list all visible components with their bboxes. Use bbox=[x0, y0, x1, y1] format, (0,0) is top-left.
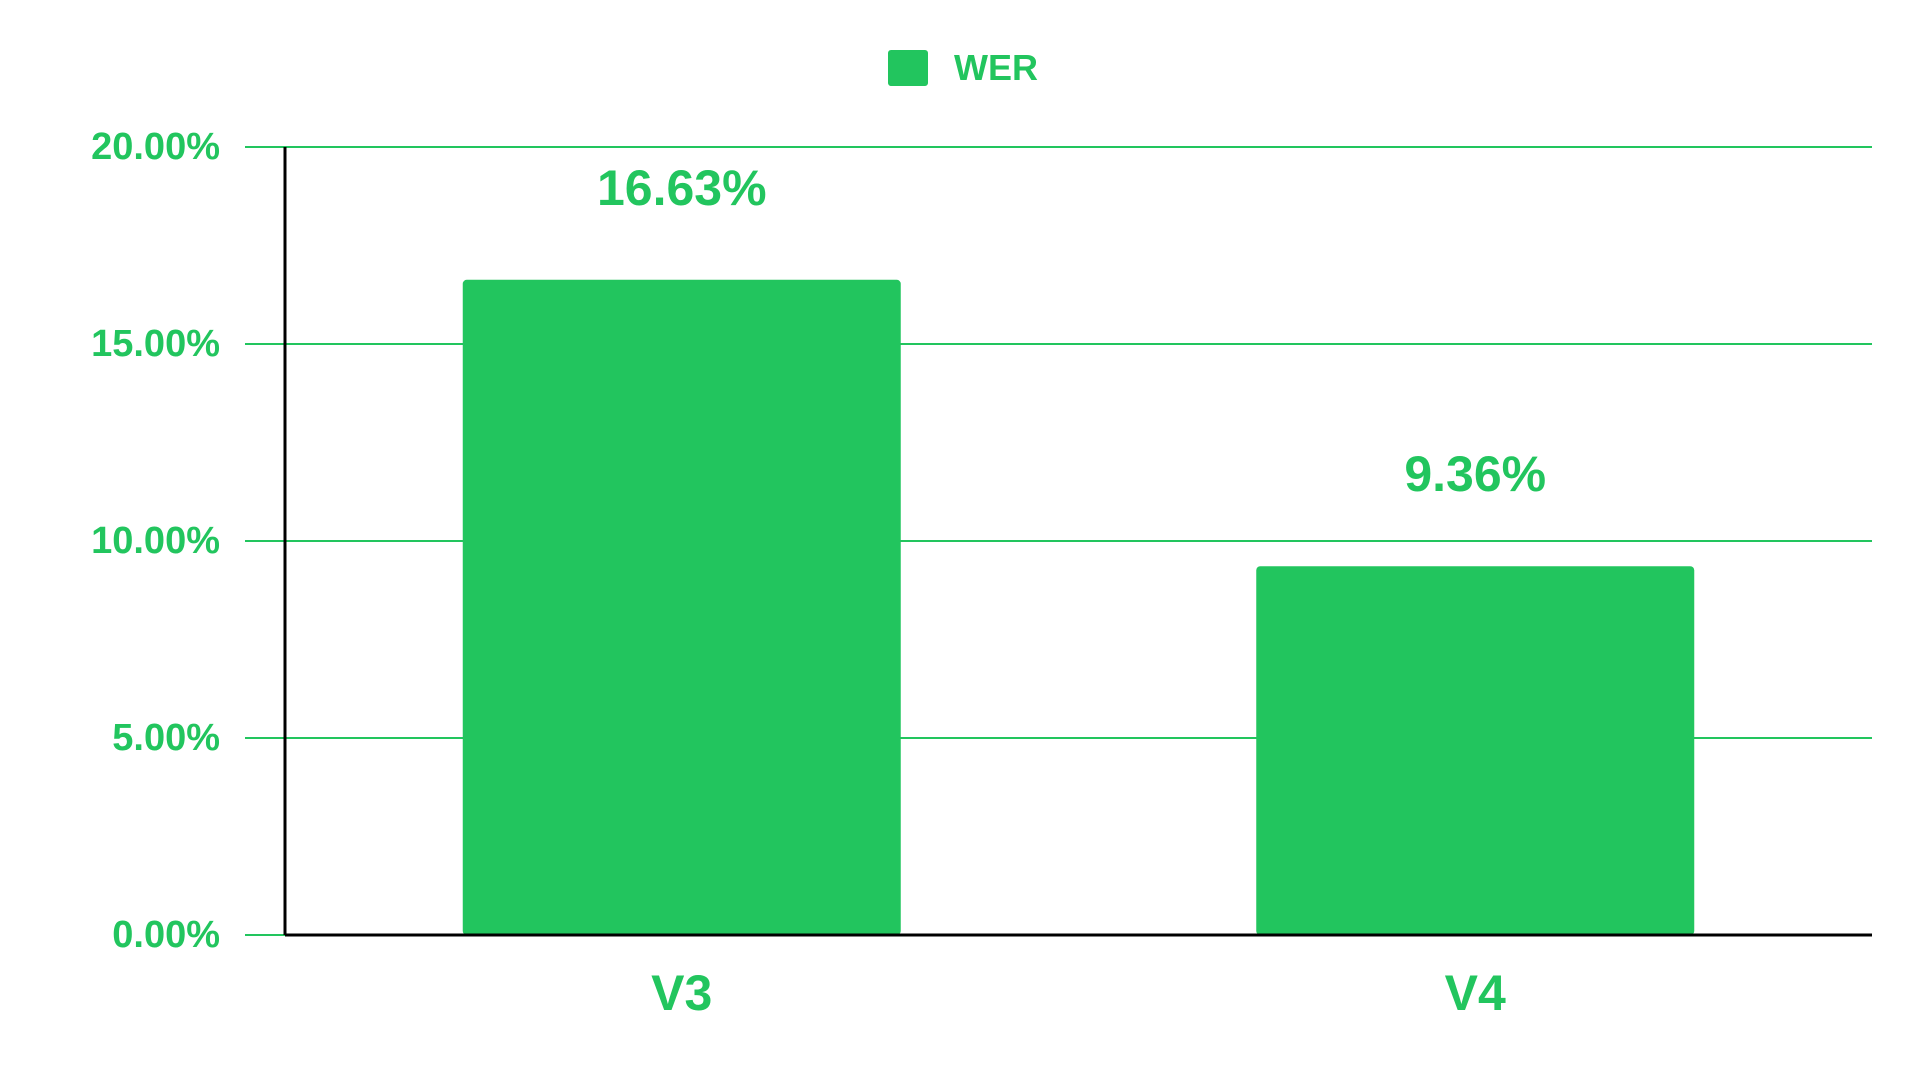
data-label-v3: 16.63% bbox=[597, 160, 767, 216]
data-label-v4: 9.36% bbox=[1404, 446, 1546, 502]
x-axis-tick-labels: V3 V4 bbox=[651, 965, 1506, 1021]
y-tick-label: 0.00% bbox=[112, 914, 220, 956]
legend-label-wer: WER bbox=[954, 47, 1038, 88]
y-tick-label: 20.00% bbox=[91, 126, 220, 168]
bar-v3 bbox=[462, 279, 901, 935]
data-labels: 16.63% 9.36% bbox=[597, 160, 1546, 502]
y-tick-label: 5.00% bbox=[112, 717, 220, 759]
x-tick-label-v4: V4 bbox=[1445, 965, 1506, 1021]
bars bbox=[462, 279, 1695, 935]
y-tick-label: 15.00% bbox=[91, 323, 220, 365]
bar-v4 bbox=[1256, 566, 1695, 935]
y-tick-label: 10.00% bbox=[91, 520, 220, 562]
legend: WER bbox=[888, 47, 1038, 88]
legend-swatch-wer bbox=[888, 50, 928, 86]
y-axis-tick-labels: 0.00% 5.00% 10.00% 15.00% 20.00% bbox=[91, 126, 220, 956]
axes bbox=[283, 147, 1872, 937]
x-tick-label-v3: V3 bbox=[651, 965, 712, 1021]
